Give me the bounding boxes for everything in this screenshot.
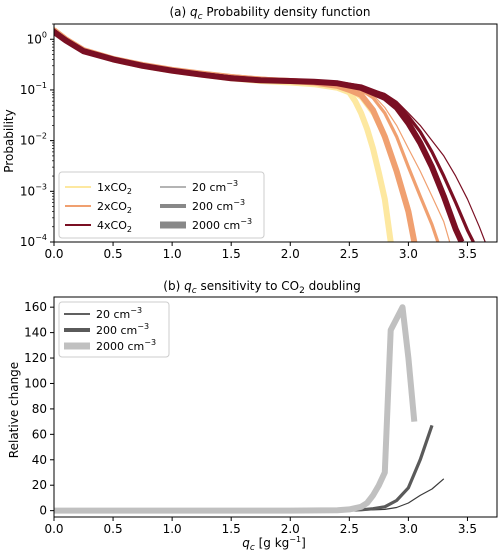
- legend-entry-4xco2: 4xCO2: [65, 219, 132, 234]
- legend-entry-2000cm3: 2000 cm−3: [160, 217, 252, 232]
- panel-a-ytick-label: 10−2: [20, 132, 47, 148]
- legend-label-200cm3: 200 cm−3: [192, 198, 245, 213]
- panel-b-plot-area: [54, 304, 445, 514]
- panel-b-ytick-label: 0: [39, 504, 47, 518]
- panel-a-frame: [53, 23, 498, 243]
- legend-b-label-2000cm3: 2000 cm−3: [96, 338, 156, 353]
- legend-b-entry-20cm3: 20 cm−3: [64, 306, 142, 321]
- panel-a-plot-area: [54, 27, 486, 242]
- panel-b-ylabel: Relative change: [7, 362, 21, 458]
- panel-a-ytick-label: 10−3: [20, 182, 47, 198]
- legend-entry-200cm3: 200 cm−3: [160, 198, 245, 213]
- legend-b-label-20cm3: 20 cm−3: [96, 306, 142, 321]
- legend-label-20cm3: 20 cm−3: [192, 179, 238, 194]
- panel-b-ytick-label: 20: [32, 478, 47, 492]
- panel-a-ytick-label: 100: [27, 30, 47, 46]
- legend-label-4xco2: 4xCO2: [97, 219, 132, 234]
- panel-a-xtick-label: 1.5: [222, 247, 241, 261]
- panel-b-ytick-label: 120: [24, 351, 47, 365]
- panel-b-xtick-label: 3.0: [399, 522, 418, 536]
- legend-b-label-200cm3: 200 cm−3: [96, 322, 149, 337]
- panel-a-xtick-label: 3.5: [458, 247, 477, 261]
- legend-label-1xco2: 1xCO2: [97, 181, 132, 196]
- panel-b-xlabel: qc [g kg−1]: [242, 535, 306, 553]
- panel-b-legend: 20 cm−3 200 cm−3 2000 cm−3: [58, 301, 170, 358]
- panel-a-ylabel: Probability: [2, 109, 16, 172]
- panel-b-ytick-label: 140: [24, 326, 47, 340]
- legend-label-2000cm3: 2000 cm−3: [192, 217, 252, 232]
- series-line-4xco2-2000cm3: [54, 29, 465, 242]
- panel-b-xtick-label: 2.5: [340, 522, 359, 536]
- panel-b-title: (b) qc sensitivity to CO2 doubling: [163, 279, 360, 296]
- legend-entry-1xco2: 1xCO2: [65, 181, 132, 196]
- panel-a-xtick-label: 0.5: [104, 247, 123, 261]
- panel-a-xtick-label: 2.5: [340, 247, 359, 261]
- panel-b-xtick-label: 0.0: [44, 522, 63, 536]
- legend-label-2xco2: 2xCO2: [97, 200, 132, 215]
- panel-b-frame: [53, 296, 498, 518]
- panel-a-xtick-label: 1.0: [163, 247, 182, 261]
- panel-b-ytick-label: 160: [24, 300, 47, 314]
- panel-a-xtick-label: 3.0: [399, 247, 418, 261]
- panel-b-ytick-label: 80: [32, 402, 47, 416]
- series-line-b-2: [54, 304, 418, 514]
- panel-b-xtick-label: 2.0: [281, 522, 300, 536]
- legend-b-entry-200cm3: 200 cm−3: [64, 322, 149, 337]
- panel-b: (b) qc sensitivity to CO2 doubling Relat…: [7, 279, 498, 553]
- legend-entry-20cm3: 20 cm−3: [160, 179, 238, 194]
- panel-b-ytick-label: 40: [32, 453, 47, 467]
- legend-b-entry-2000cm3: 2000 cm−3: [64, 338, 156, 353]
- panel-a: (a) qc Probability density function Prob…: [2, 5, 498, 261]
- panel-a-xtick-label: 2.0: [281, 247, 300, 261]
- panel-b-xtick-label: 1.5: [222, 522, 241, 536]
- panel-a-ytick-label: 10−4: [20, 233, 47, 249]
- panel-a-xtick-label: 0.0: [44, 247, 63, 261]
- legend-entry-2xco2: 2xCO2: [65, 200, 132, 215]
- panel-a-title: (a) qc Probability density function: [169, 5, 370, 22]
- panel-a-ytick-label: 10−1: [20, 81, 47, 97]
- panel-b-ytick-label: 60: [32, 427, 47, 441]
- panel-b-xtick-label: 0.5: [104, 522, 123, 536]
- panel-a-legend: 1xCO2 2xCO2 4xCO2 20 cm−3 200 cm−3 2000 …: [58, 171, 265, 239]
- panel-b-ytick-label: 100: [24, 376, 47, 390]
- panel-b-xtick-label: 1.0: [163, 522, 182, 536]
- panel-b-xtick-label: 3.5: [458, 522, 477, 536]
